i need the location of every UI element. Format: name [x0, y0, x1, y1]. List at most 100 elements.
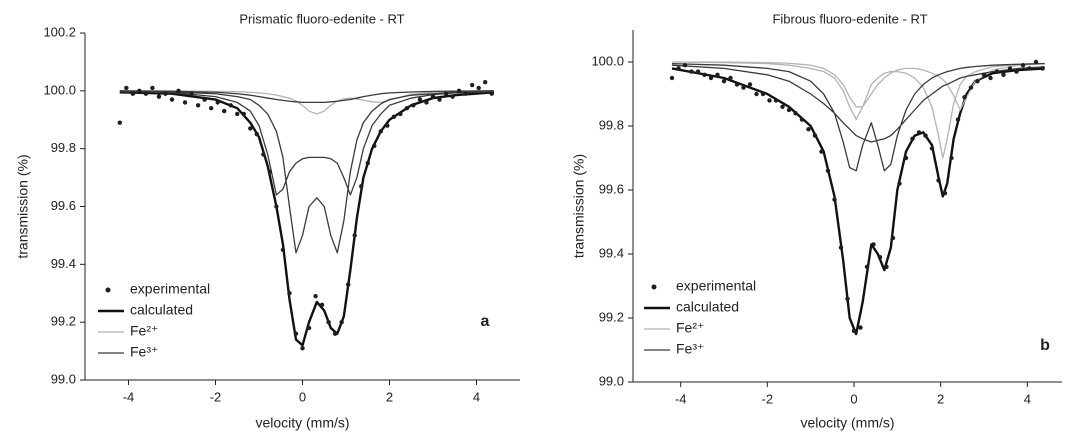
data-point [1027, 66, 1032, 71]
data-point [332, 331, 338, 336]
data-point [378, 129, 383, 134]
data-point [1014, 69, 1019, 74]
x-tick-label: 2 [937, 391, 944, 406]
data-point [169, 97, 175, 102]
data-point [871, 242, 876, 247]
data-point [858, 325, 863, 330]
data-point [851, 328, 857, 333]
legend-label: experimental [676, 278, 756, 294]
data-point [130, 91, 136, 96]
data-point [754, 91, 759, 97]
data-point [676, 66, 681, 71]
data-point [137, 88, 142, 94]
data-point [760, 91, 766, 97]
data-point [443, 91, 449, 96]
data-point [313, 293, 318, 299]
x-axis-label: velocity (mm/s) [255, 415, 349, 431]
data-point [248, 126, 253, 131]
y-tick-label: 99.8 [51, 140, 76, 155]
legend-label: calculated [130, 302, 193, 318]
data-point [962, 95, 967, 100]
data-point [385, 123, 390, 128]
data-point [352, 233, 357, 238]
data-point [923, 133, 928, 138]
data-point [306, 325, 312, 331]
data-point [845, 296, 850, 301]
chart-title: Fibrous fluoro-edenite - RT [772, 11, 927, 26]
data-point [156, 94, 162, 99]
data-point [143, 91, 149, 96]
x-tick-label: 4 [473, 389, 480, 404]
data-point [293, 331, 299, 336]
data-point [254, 132, 260, 137]
legend-marker [105, 287, 111, 293]
y-tick-label: 99.4 [599, 245, 624, 260]
data-point [117, 120, 123, 125]
y-axis-label: transmission (%) [571, 154, 587, 258]
line [671, 62, 1045, 172]
y-tick-label: 99.0 [51, 371, 76, 386]
data-point [890, 235, 896, 241]
line [119, 90, 494, 254]
data-point [195, 103, 201, 108]
data-point [1033, 59, 1039, 65]
data-point [483, 79, 488, 85]
data-point [339, 319, 344, 325]
data-point [669, 75, 675, 81]
data-point [404, 105, 410, 111]
data-point [981, 72, 987, 78]
data-point [235, 111, 240, 117]
data-point [747, 82, 753, 87]
line [671, 67, 1045, 336]
data-point [267, 169, 273, 174]
data-point [261, 152, 266, 157]
panel: Prismatic fluoro-edenite - RT 99.0 99.2 99.… [15, 11, 520, 431]
data-point [780, 104, 785, 110]
x-tick-label: -4 [123, 389, 135, 404]
data-point [903, 155, 909, 161]
data-point [150, 85, 155, 91]
data-point [786, 107, 792, 113]
y-tick-label: 99.2 [51, 314, 76, 329]
data-point [806, 127, 811, 132]
panel: Fibrous fluoro-edenite - RT 99.0 99.2 99.4 9… [571, 11, 1062, 431]
data-point [936, 178, 941, 183]
data-point [287, 291, 292, 296]
data-point [812, 133, 818, 138]
data-point [189, 91, 194, 96]
x-tick-label: 0 [850, 391, 857, 406]
y-tick-label: 99.6 [599, 181, 624, 196]
data-point [489, 91, 494, 96]
data-point [929, 146, 935, 151]
data-point [163, 91, 168, 96]
data-point [773, 98, 779, 103]
legend-label: Fe³⁺ [130, 344, 158, 360]
data-point [215, 100, 220, 105]
data-point [202, 97, 207, 102]
data-point [949, 155, 954, 161]
y-axis-label: transmission (%) [15, 154, 31, 258]
y-tick-label: 99.4 [51, 256, 76, 271]
data-point [682, 62, 688, 68]
data-point [430, 94, 436, 99]
data-point [910, 136, 915, 141]
y-tick-label: 99.8 [599, 117, 624, 132]
data-point [942, 191, 948, 196]
data-point [897, 181, 902, 186]
data-point [767, 98, 772, 103]
data-point [274, 204, 279, 209]
x-tick-label: -2 [210, 389, 222, 404]
data-point [916, 130, 922, 135]
data-point [864, 264, 870, 269]
data-point [208, 105, 214, 111]
data-point [975, 79, 980, 84]
data-point [228, 103, 233, 108]
y-tick-label: 99.0 [599, 373, 624, 388]
data-point [182, 100, 188, 105]
data-point [734, 82, 740, 87]
data-point [476, 85, 481, 91]
data-point [832, 197, 837, 202]
data-point [708, 75, 714, 81]
y-tick-label: 100.0 [43, 82, 76, 97]
